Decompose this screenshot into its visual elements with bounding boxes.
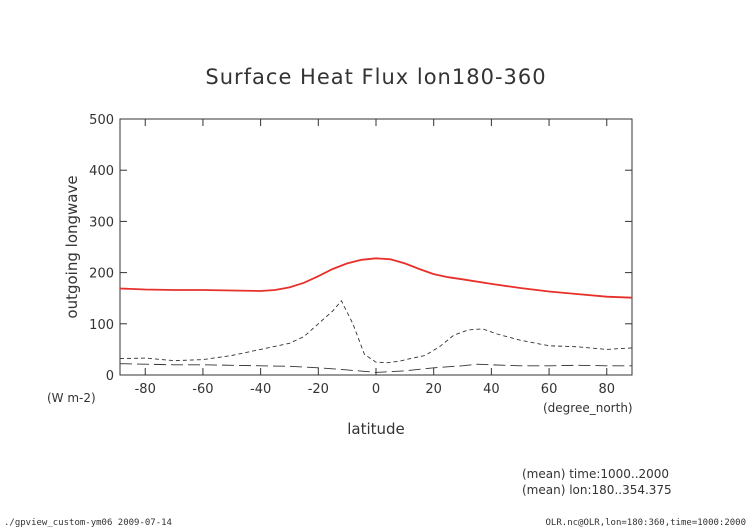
x-tick-label: 60 bbox=[541, 382, 558, 397]
x-tick-label: 80 bbox=[598, 382, 615, 397]
series-line-1 bbox=[119, 257, 633, 299]
series-layer bbox=[119, 257, 633, 373]
y-units-label: (W m-2) bbox=[47, 391, 96, 405]
y-tick-label: 500 bbox=[89, 113, 114, 128]
x-tick-label: 40 bbox=[483, 382, 500, 397]
x-tick-label: 20 bbox=[425, 382, 442, 397]
y-tick-label: 100 bbox=[89, 318, 114, 333]
annotation-mean-lon: (mean) lon:180..354.375 bbox=[522, 483, 672, 497]
x-tick-label: -40 bbox=[250, 382, 271, 397]
x-axis: -80 -60 -40 -20 0 20 40 60 80 bbox=[135, 119, 615, 397]
y-tick-label: 400 bbox=[89, 164, 114, 179]
y-tick-label: 0 bbox=[106, 369, 114, 384]
annotation-mean-time: (mean) time:1000..2000 bbox=[522, 467, 669, 481]
footer-right: OLR.nc@OLR,lon=180:360,time=1000:2000 bbox=[545, 518, 746, 528]
y-tick-label: 300 bbox=[89, 215, 114, 230]
footer-left: ./gpview_custom-ym06 2009-07-14 bbox=[4, 518, 172, 528]
chart-title: Surface Heat Flux lon180-360 bbox=[205, 65, 546, 89]
plot-frame bbox=[119, 118, 633, 376]
y-axis-label: outgoing longwave bbox=[63, 175, 81, 318]
x-tick-label: 0 bbox=[372, 382, 380, 397]
y-axis: 0 100 200 300 400 500 bbox=[89, 113, 632, 384]
x-units-label: (degree_north) bbox=[543, 401, 633, 415]
series-line-2 bbox=[119, 299, 633, 364]
x-axis-label: latitude bbox=[347, 420, 405, 438]
y-tick-label: 200 bbox=[89, 267, 114, 282]
series-line-3 bbox=[119, 363, 632, 373]
x-tick-label: -20 bbox=[308, 382, 329, 397]
x-tick-label: -60 bbox=[192, 382, 213, 397]
x-tick-label: -80 bbox=[135, 382, 156, 397]
